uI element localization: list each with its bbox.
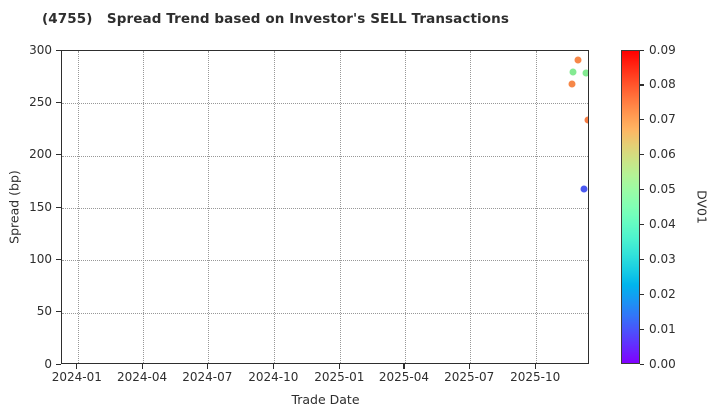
x-tick-label: 2024-01 [51,370,102,384]
colorbar-tick-label: 0.04 [649,216,676,231]
colorbar-tick-label: 0.08 [649,77,676,92]
v-gridline [274,51,276,363]
y-tick-label: 250 [29,94,52,109]
x-tick [141,364,143,369]
colorbar-tick-label: 0.03 [649,251,676,266]
data-point [568,80,576,88]
y-tick-label: 100 [29,251,52,266]
y-tick [56,311,61,313]
v-gridline [404,51,406,363]
colorbar-tick [640,49,644,51]
y-tick-label: 150 [29,199,52,214]
x-tick-label: 2025-07 [444,370,495,384]
x-tick [76,364,78,369]
y-tick [56,258,61,261]
colorbar-tick [640,258,644,261]
v-gridline [208,51,210,363]
colorbar-tick [640,189,644,191]
x-tick [272,364,275,369]
colorbar-tick [640,154,644,156]
y-tick-label: 300 [29,42,52,57]
colorbar-tick-label: 0.00 [649,356,676,371]
h-gridline [62,103,588,105]
colorbar-tick [640,363,644,365]
h-gridline [62,312,588,314]
data-point [580,185,588,193]
colorbar-tick [640,293,644,295]
y-tick-label: 200 [29,147,52,162]
data-point [574,56,582,64]
x-tick [403,364,405,369]
colorbar-tick-label: 0.02 [649,286,676,301]
x-tick-label: 2025-10 [510,370,561,384]
x-tick-label: 2024-04 [116,370,168,384]
y-tick [56,154,61,156]
x-tick [338,364,341,369]
colorbar-tick [640,84,644,86]
x-tick [534,364,536,369]
v-gridline [536,51,538,363]
x-tick-label: 2025-01 [314,370,365,384]
y-tick-label: 50 [36,304,52,319]
data-point [582,69,588,77]
y-tick [56,363,61,365]
h-gridline [62,208,588,209]
x-tick-label: 2025-04 [378,370,429,384]
h-gridline [62,155,588,157]
colorbar-tick [640,223,644,226]
colorbar-tick-label: 0.09 [649,42,676,57]
x-tick-label: 2024-10 [248,370,299,384]
plot-area [61,50,589,364]
y-tick [56,206,61,208]
x-tick-label: 2024-07 [182,370,233,384]
y-tick [56,49,61,51]
data-point [584,116,588,124]
colorbar-label: DV01 [694,190,710,224]
colorbar-tick-label: 0.07 [649,112,676,127]
v-gridline [143,51,145,363]
h-gridline [62,260,588,262]
x-axis-label: Trade Date [291,392,360,407]
data-point [569,68,577,76]
x-tick [468,364,470,369]
y-tick-label: 0 [44,356,52,371]
colorbar-tick-label: 0.01 [649,321,676,336]
chart-title: (4755) Spread Trend based on Investor's … [42,11,509,27]
v-gridline [470,51,472,363]
colorbar-tick [640,328,644,330]
colorbar-tick-label: 0.05 [649,182,676,197]
x-tick [206,364,209,369]
v-gridline [340,51,342,363]
v-gridline [77,51,79,363]
y-tick [56,101,61,104]
colorbar-tick-label: 0.06 [649,147,676,162]
colorbar-tick [640,119,644,121]
colorbar [621,50,640,364]
